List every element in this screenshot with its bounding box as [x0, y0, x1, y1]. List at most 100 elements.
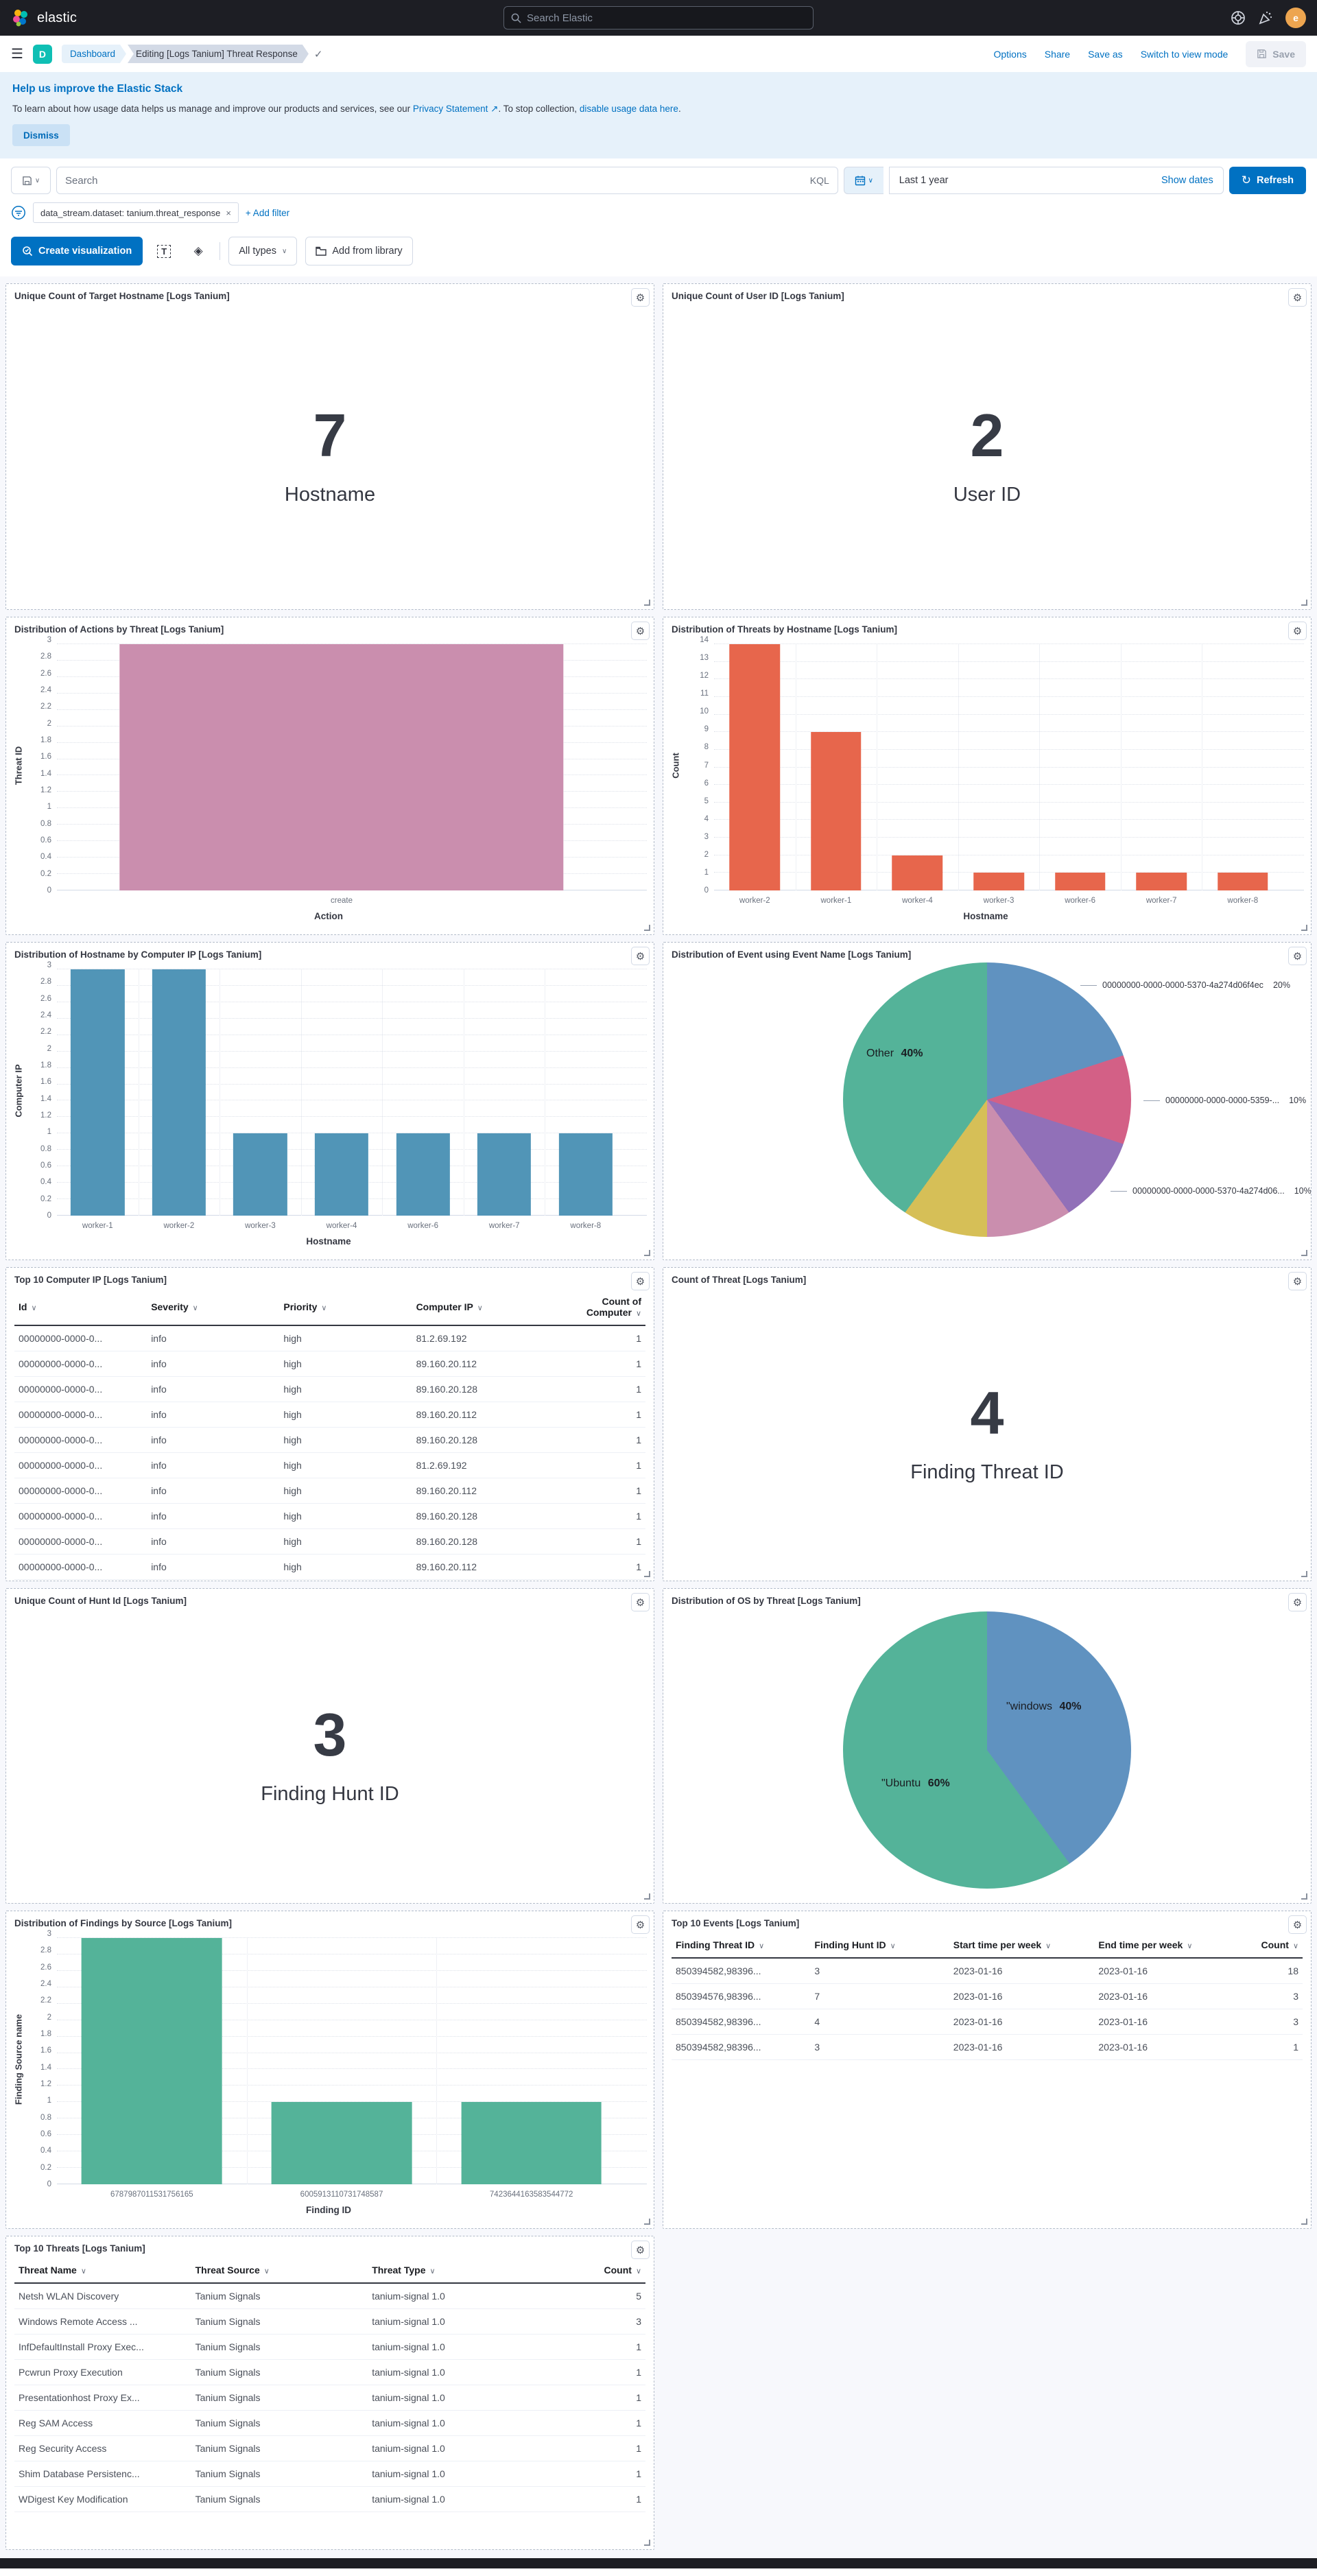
- pie-chart-os-by-threat[interactable]: "windows 40% "Ubuntu 60%: [663, 1607, 1311, 1903]
- column-header[interactable]: Finding Hunt ID ∨: [810, 1931, 949, 1959]
- add-from-library-button[interactable]: Add from library: [305, 237, 413, 265]
- column-header[interactable]: Count ∨: [544, 2256, 645, 2284]
- panel-resize-handle[interactable]: [644, 600, 650, 606]
- column-header[interactable]: Computer IP ∨: [412, 1288, 551, 1326]
- menu-icon[interactable]: ☰: [11, 47, 23, 62]
- column-header[interactable]: Finding Threat ID ∨: [672, 1931, 811, 1959]
- bar[interactable]: [271, 2102, 412, 2184]
- bar[interactable]: [152, 969, 206, 1216]
- bar-chart-actions-by-threat[interactable]: Threat ID 0 0.2 0.4 0.6 0.8 1 1.2 1.4 1.6 1.8 2 2.2 2…: [6, 636, 654, 934]
- panel-settings-gear-icon[interactable]: ⚙: [631, 947, 650, 965]
- panel-settings-gear-icon[interactable]: ⚙: [631, 2241, 650, 2259]
- panel-resize-handle[interactable]: [1301, 925, 1307, 931]
- panel-resize-handle[interactable]: [1301, 1893, 1307, 1900]
- panel-settings-gear-icon[interactable]: ⚙: [1288, 622, 1307, 640]
- bar[interactable]: [1054, 873, 1106, 890]
- global-search-input[interactable]: Search Elastic: [503, 6, 814, 29]
- switch-view-mode-link[interactable]: Switch to view mode: [1140, 48, 1229, 60]
- panel-settings-gear-icon[interactable]: ⚙: [1288, 1593, 1307, 1611]
- add-filter-button[interactable]: + Add filter: [245, 207, 290, 218]
- panel-settings-gear-icon[interactable]: ⚙: [1288, 1272, 1307, 1290]
- options-link[interactable]: Options: [993, 48, 1027, 60]
- panel-resize-handle[interactable]: [644, 1893, 650, 1900]
- panel-settings-gear-icon[interactable]: ⚙: [1288, 1915, 1307, 1934]
- bar[interactable]: [892, 855, 943, 890]
- column-header[interactable]: End time per week ∨: [1094, 1931, 1233, 1959]
- column-header[interactable]: Threat Type ∨: [368, 2256, 545, 2284]
- column-header[interactable]: Priority ∨: [279, 1288, 412, 1326]
- panel-settings-gear-icon[interactable]: ⚙: [1288, 947, 1307, 965]
- bar[interactable]: [1217, 873, 1268, 890]
- dashboard-app-icon[interactable]: D: [32, 44, 52, 64]
- all-types-dropdown[interactable]: All types ∨: [228, 237, 298, 265]
- dismiss-button[interactable]: Dismiss: [12, 124, 70, 146]
- panel-settings-gear-icon[interactable]: ⚙: [631, 1272, 650, 1290]
- panel-resize-handle[interactable]: [644, 1571, 650, 1577]
- save-button[interactable]: Save: [1246, 40, 1306, 67]
- panel-settings-gear-icon[interactable]: ⚙: [631, 622, 650, 640]
- create-visualization-button[interactable]: Create visualization: [11, 237, 143, 265]
- date-picker-quick-menu-button[interactable]: ∨: [843, 167, 883, 194]
- add-map-button[interactable]: ◈: [185, 238, 211, 264]
- panel-resize-handle[interactable]: [1301, 1250, 1307, 1256]
- panel-resize-handle[interactable]: [1301, 1571, 1307, 1577]
- bar[interactable]: [396, 1133, 450, 1216]
- panel-resize-handle[interactable]: [644, 2540, 650, 2546]
- panel-resize-handle[interactable]: [644, 1250, 650, 1256]
- check-icon[interactable]: ✓: [313, 48, 323, 60]
- filter-icon[interactable]: [11, 205, 26, 220]
- time-range-picker[interactable]: Last 1 year Show dates: [888, 167, 1224, 194]
- bar[interactable]: [119, 644, 564, 890]
- bottom-scrollbar-strip[interactable]: [0, 2558, 1317, 2568]
- bar[interactable]: [811, 732, 862, 890]
- remove-filter-icon[interactable]: ×: [226, 207, 231, 218]
- column-header[interactable]: Severity ∨: [147, 1288, 280, 1326]
- column-header[interactable]: Count of Computer ∨: [550, 1288, 645, 1326]
- column-header[interactable]: Threat Name ∨: [14, 2256, 191, 2284]
- pie-chart-event-name[interactable]: 00000000-0000-0000-5370-4a274d06f4ec 20% 0…: [663, 961, 1311, 1260]
- panel-settings-gear-icon[interactable]: ⚙: [631, 1593, 650, 1611]
- panel-settings-gear-icon[interactable]: ⚙: [631, 1915, 650, 1934]
- kql-badge[interactable]: KQL: [809, 175, 829, 186]
- column-header[interactable]: Count ∨: [1233, 1931, 1303, 1959]
- privacy-statement-link[interactable]: Privacy Statement: [412, 104, 488, 114]
- panel-resize-handle[interactable]: [644, 925, 650, 931]
- bar[interactable]: [558, 1133, 613, 1216]
- help-icon[interactable]: [1231, 10, 1246, 25]
- save-as-link[interactable]: Save as: [1088, 48, 1123, 60]
- user-avatar[interactable]: e: [1285, 8, 1306, 28]
- panel-resize-handle[interactable]: [1301, 600, 1307, 606]
- bar-chart-threats-by-hostname[interactable]: Count 0 1 2 3 4 5 6 7 8 9 10 11 12 13 14 worker-2 worker-…: [663, 636, 1311, 934]
- bar-chart-findings-by-source[interactable]: Finding Source name 0 0.2 0.4 0.6 0.8 1 1.2 1.4 1…: [6, 1930, 654, 2228]
- newsfeed-icon[interactable]: [1258, 10, 1273, 25]
- share-link[interactable]: Share: [1044, 48, 1071, 60]
- pie-disc[interactable]: [843, 1611, 1131, 1889]
- bar[interactable]: [314, 1133, 369, 1216]
- panel-resize-handle[interactable]: [644, 2219, 650, 2225]
- bar[interactable]: [233, 1133, 287, 1216]
- add-text-button[interactable]: T: [151, 238, 177, 264]
- breadcrumb-dashboard[interactable]: Dashboard: [62, 45, 126, 63]
- panel-settings-gear-icon[interactable]: ⚙: [1288, 288, 1307, 307]
- bar-chart-hostname-by-computer-ip[interactable]: Computer IP 0 0.2 0.4 0.6 0.8 1 1.2 1.4 1.6 1.8 2 2.…: [6, 961, 654, 1260]
- refresh-button[interactable]: ↻ Refresh: [1229, 167, 1306, 194]
- disable-usage-data-link[interactable]: disable usage data here: [579, 104, 678, 114]
- panel-resize-handle[interactable]: [1301, 2219, 1307, 2225]
- column-header[interactable]: Start time per week ∨: [949, 1931, 1095, 1959]
- bar[interactable]: [973, 873, 1024, 890]
- column-header[interactable]: Threat Source ∨: [191, 2256, 368, 2284]
- time-range-value[interactable]: Last 1 year: [899, 175, 949, 186]
- bar[interactable]: [477, 1133, 532, 1216]
- column-header[interactable]: Id ∨: [14, 1288, 147, 1326]
- bar[interactable]: [1136, 873, 1187, 890]
- bar[interactable]: [729, 644, 781, 890]
- show-dates-button[interactable]: Show dates: [1161, 175, 1213, 186]
- bar[interactable]: [71, 969, 125, 1216]
- breadcrumb-current[interactable]: Editing [Logs Tanium] Threat Response: [128, 45, 309, 63]
- kql-search-input[interactable]: Search KQL: [56, 167, 838, 194]
- saved-query-menu-button[interactable]: ∨: [11, 167, 51, 194]
- bar[interactable]: [81, 1938, 222, 2184]
- panel-settings-gear-icon[interactable]: ⚙: [631, 288, 650, 307]
- elastic-logo[interactable]: elastic: [11, 8, 77, 27]
- bar[interactable]: [461, 2102, 602, 2184]
